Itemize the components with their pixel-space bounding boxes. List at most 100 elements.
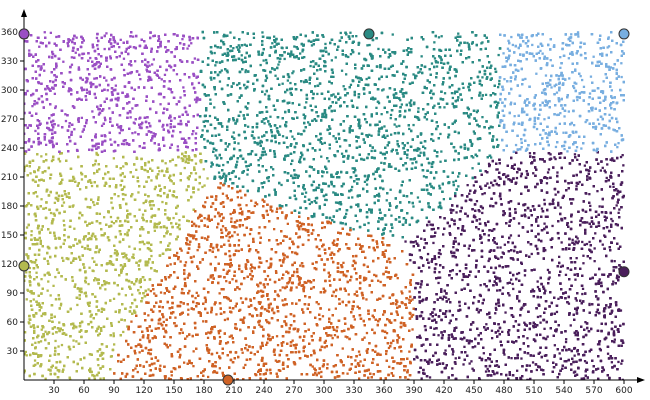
data-point [174,316,177,319]
data-point [141,213,145,216]
data-point [433,327,436,330]
data-point [571,238,574,241]
data-point [187,155,190,158]
data-point [581,287,585,290]
data-point [184,261,188,264]
data-point [278,60,281,63]
data-point [192,350,195,353]
data-point [443,106,446,109]
data-point [592,55,595,58]
data-point [486,182,489,185]
data-point [64,113,67,116]
data-point [318,248,321,251]
data-point [93,203,96,207]
data-point [188,243,191,246]
data-point [179,119,182,123]
data-point [178,219,181,222]
data-point [131,107,134,110]
data-point [103,47,106,51]
data-point [411,162,414,165]
data-point [99,377,102,380]
data-point [520,111,524,114]
data-point [58,160,62,163]
data-point [549,59,552,62]
data-point [182,86,185,89]
data-point [363,180,367,183]
data-point [475,154,479,158]
data-point [187,44,191,47]
data-point [61,329,64,332]
data-point [304,191,308,194]
data-point [115,250,119,253]
data-point [46,126,49,129]
data-point [69,39,72,42]
data-point [26,89,29,93]
data-point [300,89,303,92]
data-point [245,343,248,347]
data-point [588,240,591,244]
data-point [88,266,91,269]
data-point [556,171,559,174]
data-point [252,36,256,39]
data-point [180,249,183,252]
data-point [496,168,499,171]
data-point [497,53,500,57]
data-point [214,365,217,368]
data-point [239,297,243,300]
data-point [356,220,359,223]
data-point [539,49,542,53]
data-point [573,86,576,90]
data-point [576,31,580,34]
data-point [609,185,612,188]
data-point [214,154,217,157]
data-point [618,208,621,211]
data-point [419,151,422,154]
data-point [186,335,189,338]
data-point [95,36,99,40]
data-point [57,345,60,348]
data-point [334,295,337,298]
data-point [557,297,560,300]
data-point [340,152,344,155]
data-point [440,150,443,153]
data-point [55,66,58,69]
data-point [349,226,352,230]
data-point [438,184,441,187]
data-point [496,289,499,292]
data-point [257,136,260,139]
data-point [131,293,134,296]
data-point [357,52,361,55]
data-point [33,359,37,362]
data-point [342,85,345,88]
data-point [514,143,518,147]
data-point [274,74,277,77]
data-point [619,309,623,312]
data-point [60,180,63,184]
data-point [482,352,485,355]
data-point [576,95,579,99]
data-point [458,304,461,307]
data-point [377,192,381,195]
data-point [395,310,398,313]
data-point [127,95,130,98]
data-point [362,279,366,282]
data-point [72,345,75,348]
data-point [46,259,49,263]
data-point [435,65,439,68]
data-point [334,56,337,59]
data-point [513,115,516,118]
data-point [291,351,294,354]
data-point [172,216,175,220]
data-point [122,330,125,334]
data-point [194,172,198,175]
data-point [232,47,235,50]
data-point [197,188,200,191]
data-point [512,287,515,291]
data-point [58,321,61,324]
data-point [195,291,198,294]
data-point [463,345,466,348]
data-point [406,141,409,145]
data-point [539,133,542,136]
data-point [573,124,576,127]
data-point [612,280,615,283]
